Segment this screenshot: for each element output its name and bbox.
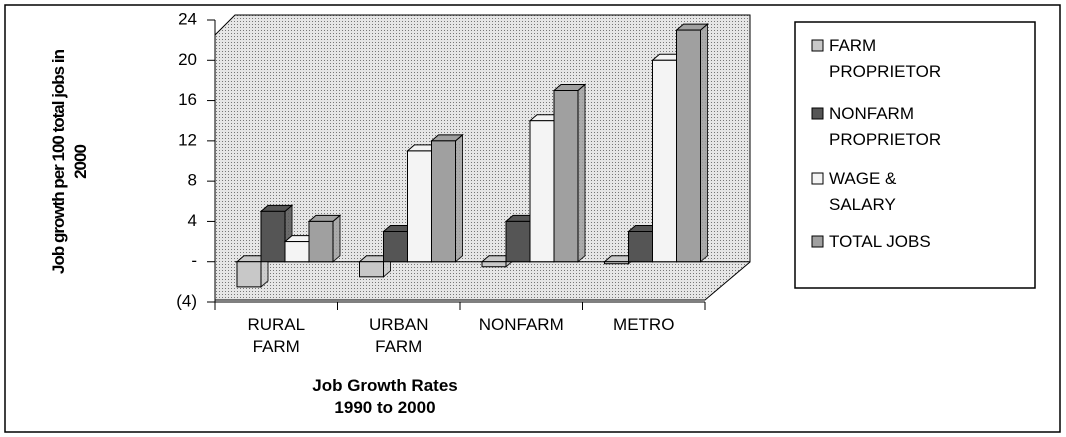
bar — [676, 29, 701, 263]
y-axis-title: Job growth per 100 total jobs in 2000 — [49, 50, 90, 274]
y-tick-label: 20 — [178, 50, 197, 69]
bar — [383, 231, 408, 263]
x-tick-label: RURAL FARM — [247, 315, 306, 356]
bar-side — [332, 214, 341, 263]
legend-label: WAGE & SALARY — [829, 169, 897, 214]
bar — [236, 261, 262, 288]
legend-swatch — [811, 172, 824, 185]
bar-side — [577, 83, 586, 263]
bar — [481, 261, 507, 268]
bar — [407, 150, 432, 263]
y-tick-label: 4 — [188, 211, 197, 230]
bar — [652, 59, 677, 263]
legend-swatch — [811, 235, 824, 248]
x-tick-label: METRO — [613, 315, 675, 334]
x-tick-label: NONFARM — [478, 315, 564, 334]
bar — [505, 220, 531, 263]
y-tick-label: - — [191, 251, 197, 270]
bar — [431, 140, 456, 263]
x-tick-label: URBAN FARM — [368, 315, 429, 356]
bar — [553, 90, 579, 263]
y-tick-label: 8 — [188, 171, 197, 190]
legend-swatch — [811, 107, 824, 120]
legend-label: NONFARM PROPRIETOR — [829, 104, 942, 149]
bar-side — [455, 133, 463, 263]
bar-side — [700, 22, 708, 263]
legend-label: TOTAL JOBS — [829, 232, 931, 251]
bar — [260, 210, 286, 263]
y-tick-label: 16 — [178, 90, 197, 109]
x-axis-title: Job Growth Rates 1990 to 2000 — [312, 376, 458, 417]
bar — [284, 241, 310, 263]
bar — [604, 261, 629, 265]
legend-box — [794, 21, 1036, 289]
bar — [359, 261, 384, 278]
legend-swatch — [811, 39, 824, 52]
y-tick-label: (4) — [176, 291, 197, 310]
y-tick-label: 24 — [178, 9, 197, 28]
outer-border — [4, 4, 1061, 433]
legend-label: FARM PROPRIETOR — [829, 36, 942, 81]
bar — [628, 231, 653, 263]
y-tick-label: 12 — [178, 130, 197, 149]
bar — [308, 220, 334, 263]
bar — [529, 120, 555, 263]
